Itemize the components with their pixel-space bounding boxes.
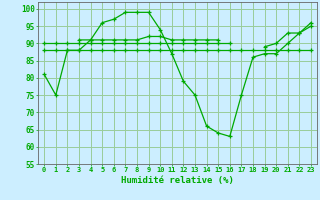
X-axis label: Humidité relative (%): Humidité relative (%) (121, 176, 234, 185)
